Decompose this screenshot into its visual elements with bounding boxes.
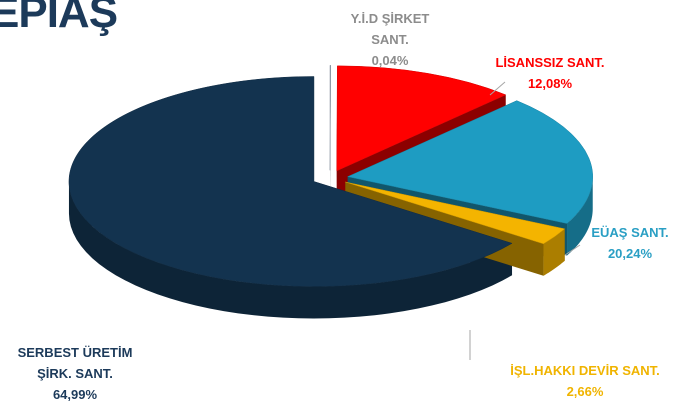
slice-side [68,181,513,319]
slice [346,100,593,224]
slice-tops [68,65,593,287]
slice-label: SERBEST ÜRETİM ŞİRK. SANT. [17,345,133,381]
slice-label: LİSANSSIZ SANT. [495,55,605,70]
value-label: 20,24% [607,246,653,261]
leader-line [564,244,581,256]
slice-label: EÜAŞ SANT. [591,225,669,240]
value-label: 0,04% [371,53,409,68]
value-label: 2,66% [566,384,604,399]
slice [345,181,566,245]
slice [329,65,331,171]
value-label: 12,08% [527,76,573,91]
slice-label: Y.İ.D ŞİRKET SANT. [350,11,430,47]
value-label: 64,99% [52,387,98,402]
slice [68,76,513,287]
leader-line [489,81,506,96]
logo: EPIAŞ [0,0,118,37]
slice-side [567,176,593,256]
slice-label: İŞL.HAKKI DEVİR SANT. [510,363,660,378]
